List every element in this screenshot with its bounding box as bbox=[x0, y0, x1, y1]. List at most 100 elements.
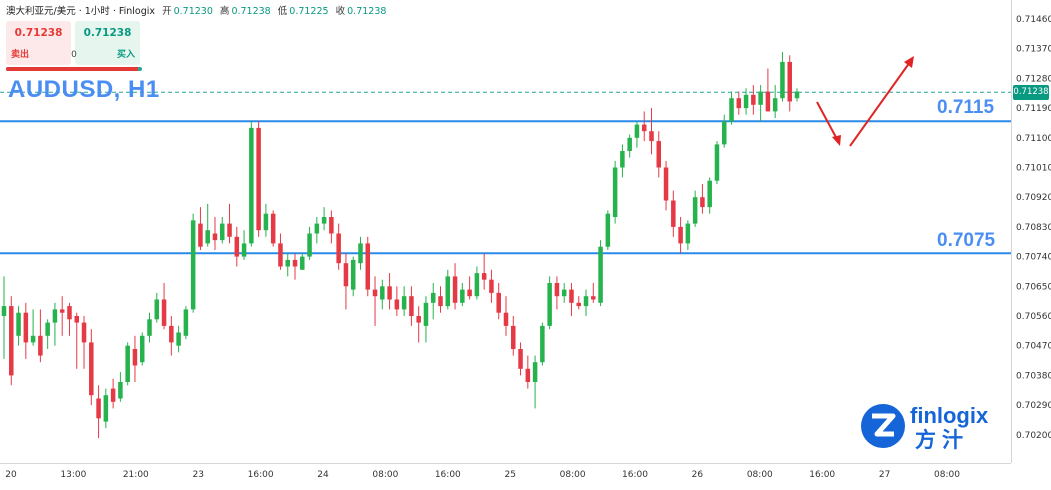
candle-body bbox=[139, 335, 145, 363]
candle-body bbox=[700, 197, 705, 208]
y-tick-label: 0.71190 bbox=[1016, 104, 1051, 114]
logo-word: finlogix bbox=[910, 403, 989, 428]
candle-body bbox=[416, 316, 421, 323]
candle-body bbox=[547, 283, 552, 326]
candle-body bbox=[736, 98, 742, 109]
candle-body bbox=[532, 362, 538, 382]
candle-body bbox=[685, 223, 691, 244]
instrument-title: 澳大利亚元/美元 · 1小时 · Finlogix bbox=[6, 6, 156, 17]
candle-body bbox=[263, 213, 269, 231]
y-tick-label: 0.71280 bbox=[1016, 74, 1051, 84]
candle-body bbox=[96, 398, 101, 419]
candle-body bbox=[430, 292, 436, 303]
candle-body bbox=[9, 306, 14, 376]
candle-body bbox=[554, 283, 560, 297]
y-tick-label: 0.70650 bbox=[1016, 282, 1051, 292]
buy-button[interactable]: 0.71238 买入 bbox=[75, 21, 140, 65]
x-tick-label: 08:00 bbox=[747, 470, 773, 480]
low-value: 0.71225 bbox=[289, 6, 329, 17]
candle-body bbox=[380, 286, 385, 300]
candle-body bbox=[780, 61, 785, 99]
sell-button[interactable]: 0.71238 卖出 bbox=[6, 21, 71, 65]
candle-body bbox=[292, 259, 298, 267]
current-price-tag: 0.71238 bbox=[1013, 85, 1049, 100]
overlay-title: AUDUSD, H1 bbox=[8, 76, 160, 103]
candle-body bbox=[394, 299, 400, 310]
candle-body bbox=[481, 273, 487, 280]
candle-body bbox=[751, 94, 756, 105]
down-arrow-line bbox=[816, 101, 839, 142]
y-tick-label: 0.71370 bbox=[1016, 45, 1051, 55]
candle-body bbox=[561, 289, 567, 297]
candle-body bbox=[387, 286, 392, 300]
x-tick-label: 23 bbox=[192, 470, 203, 480]
x-tick-label: 16:00 bbox=[809, 470, 835, 480]
sentiment-bar bbox=[6, 67, 142, 71]
x-tick-label: 21:00 bbox=[123, 470, 149, 480]
x-tick-label: 20 bbox=[5, 470, 17, 480]
candle-body bbox=[656, 141, 662, 168]
y-tick-label: 0.70560 bbox=[1016, 312, 1051, 322]
candle-body bbox=[496, 292, 501, 313]
candle-body bbox=[343, 263, 349, 287]
open-value: 0.71230 bbox=[173, 6, 213, 17]
candle-body bbox=[285, 259, 290, 267]
candle-body bbox=[249, 127, 254, 244]
candle-body bbox=[787, 61, 792, 102]
finlogix-logo: finlogix 方汁 bbox=[859, 402, 1009, 452]
candle-body bbox=[445, 276, 451, 307]
candle-body bbox=[503, 312, 509, 326]
candle-body bbox=[634, 124, 640, 138]
up-arrow-head bbox=[904, 56, 914, 68]
candle-body bbox=[52, 309, 58, 323]
candle-body bbox=[511, 325, 516, 349]
candle-body bbox=[372, 289, 378, 297]
candle-body bbox=[365, 243, 371, 290]
candle-body bbox=[321, 217, 327, 224]
lower-level-label: 0.7075 bbox=[937, 230, 996, 251]
y-tick-label: 0.70200 bbox=[1016, 431, 1051, 441]
candle-body bbox=[314, 223, 320, 234]
candle-body bbox=[89, 342, 94, 396]
candle-body bbox=[183, 309, 189, 336]
candle-body bbox=[641, 124, 647, 132]
candle-body bbox=[336, 233, 341, 264]
candle-body bbox=[300, 256, 305, 270]
y-tick-label: 0.70290 bbox=[1016, 401, 1051, 411]
x-tick-label: 27 bbox=[879, 470, 890, 480]
candle-body bbox=[176, 332, 181, 346]
candle-body bbox=[423, 302, 429, 326]
candle-body bbox=[278, 243, 283, 267]
candle-body bbox=[591, 296, 596, 300]
trade-panel: 0.71238 卖出 0.71238 买入 0 bbox=[6, 21, 142, 71]
candle-body bbox=[38, 335, 43, 356]
x-tick-label: 08:00 bbox=[560, 470, 586, 480]
candle-body bbox=[525, 368, 531, 382]
x-tick-label: 16:00 bbox=[622, 470, 648, 480]
candles bbox=[1, 52, 800, 439]
candle-body bbox=[59, 309, 65, 313]
sell-price: 0.71238 bbox=[14, 27, 63, 39]
down-arrow-head bbox=[832, 135, 841, 146]
symbol-header: 澳大利亚元/美元 · 1小时 · Finlogix 开 0.71230 高 0.71… bbox=[6, 3, 386, 17]
candle-body bbox=[518, 349, 523, 369]
candle-body bbox=[489, 279, 494, 293]
candle-body bbox=[212, 233, 218, 241]
x-tick-label: 13:00 bbox=[60, 470, 86, 480]
buy-label: 买入 bbox=[116, 50, 135, 60]
candle-body bbox=[67, 306, 72, 320]
y-tick-label: 0.70470 bbox=[1016, 342, 1051, 352]
x-tick-label: 08:00 bbox=[372, 470, 398, 480]
candle-body bbox=[118, 382, 123, 399]
up-arrow-line bbox=[849, 61, 911, 147]
candle-body bbox=[438, 296, 443, 307]
y-tick-label: 0.70380 bbox=[1016, 371, 1051, 381]
candle-body bbox=[758, 91, 763, 105]
close-value: 0.71238 bbox=[347, 6, 387, 17]
candle-body bbox=[671, 200, 676, 227]
candle-body bbox=[205, 230, 210, 244]
candle-body bbox=[452, 276, 458, 303]
candle-body bbox=[190, 220, 196, 310]
